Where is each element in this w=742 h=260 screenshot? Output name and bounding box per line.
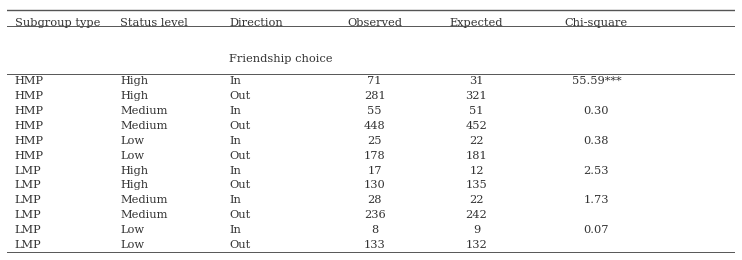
Text: Out: Out <box>229 151 251 161</box>
Text: 448: 448 <box>364 121 386 131</box>
Text: In: In <box>229 225 241 235</box>
Text: Out: Out <box>229 121 251 131</box>
Text: 51: 51 <box>469 106 484 116</box>
Text: Expected: Expected <box>450 18 503 28</box>
Text: 1.73: 1.73 <box>584 195 609 205</box>
Text: 178: 178 <box>364 151 386 161</box>
Text: 22: 22 <box>469 136 484 146</box>
Text: In: In <box>229 136 241 146</box>
Text: 55.59***: 55.59*** <box>571 76 621 86</box>
Text: 12: 12 <box>469 166 484 176</box>
Text: Medium: Medium <box>120 121 168 131</box>
Text: LMP: LMP <box>15 195 42 205</box>
Text: Observed: Observed <box>347 18 402 28</box>
Text: Status level: Status level <box>120 18 188 28</box>
Text: High: High <box>120 180 148 190</box>
Text: Out: Out <box>229 180 251 190</box>
Text: LMP: LMP <box>15 225 42 235</box>
Text: 25: 25 <box>367 136 382 146</box>
Text: Low: Low <box>120 151 144 161</box>
Text: High: High <box>120 76 148 86</box>
Text: Medium: Medium <box>120 210 168 220</box>
Text: HMP: HMP <box>15 106 44 116</box>
Text: 0.30: 0.30 <box>584 106 609 116</box>
Text: 8: 8 <box>371 225 378 235</box>
Text: Direction: Direction <box>229 18 283 28</box>
Text: 236: 236 <box>364 210 386 220</box>
Text: High: High <box>120 166 148 176</box>
Text: HMP: HMP <box>15 136 44 146</box>
Text: 135: 135 <box>465 180 487 190</box>
Text: 28: 28 <box>367 195 382 205</box>
Text: 17: 17 <box>367 166 382 176</box>
Text: LMP: LMP <box>15 240 42 250</box>
Text: In: In <box>229 106 241 116</box>
Text: Out: Out <box>229 91 251 101</box>
Text: 0.38: 0.38 <box>584 136 609 146</box>
Text: 0.07: 0.07 <box>584 225 609 235</box>
Text: 71: 71 <box>367 76 382 86</box>
Text: 22: 22 <box>469 195 484 205</box>
Text: Out: Out <box>229 240 251 250</box>
Text: 242: 242 <box>465 210 487 220</box>
Text: 321: 321 <box>465 91 487 101</box>
Text: HMP: HMP <box>15 121 44 131</box>
Text: 130: 130 <box>364 180 386 190</box>
Text: 31: 31 <box>469 76 484 86</box>
Text: High: High <box>120 91 148 101</box>
Text: 9: 9 <box>473 225 480 235</box>
Text: 132: 132 <box>465 240 487 250</box>
Text: LMP: LMP <box>15 210 42 220</box>
Text: HMP: HMP <box>15 76 44 86</box>
Text: Subgroup type: Subgroup type <box>15 18 100 28</box>
Text: 55: 55 <box>367 106 382 116</box>
Text: Low: Low <box>120 225 144 235</box>
Text: Medium: Medium <box>120 195 168 205</box>
Text: In: In <box>229 76 241 86</box>
Text: Medium: Medium <box>120 106 168 116</box>
Text: 133: 133 <box>364 240 386 250</box>
Text: Low: Low <box>120 240 144 250</box>
Text: Out: Out <box>229 210 251 220</box>
Text: 181: 181 <box>465 151 487 161</box>
Text: Friendship choice: Friendship choice <box>229 54 332 63</box>
Text: Chi-square: Chi-square <box>565 18 628 28</box>
Text: In: In <box>229 195 241 205</box>
Text: 452: 452 <box>465 121 487 131</box>
Text: LMP: LMP <box>15 180 42 190</box>
Text: In: In <box>229 166 241 176</box>
Text: 281: 281 <box>364 91 386 101</box>
Text: Low: Low <box>120 136 144 146</box>
Text: LMP: LMP <box>15 166 42 176</box>
Text: 2.53: 2.53 <box>584 166 609 176</box>
Text: HMP: HMP <box>15 91 44 101</box>
Text: HMP: HMP <box>15 151 44 161</box>
